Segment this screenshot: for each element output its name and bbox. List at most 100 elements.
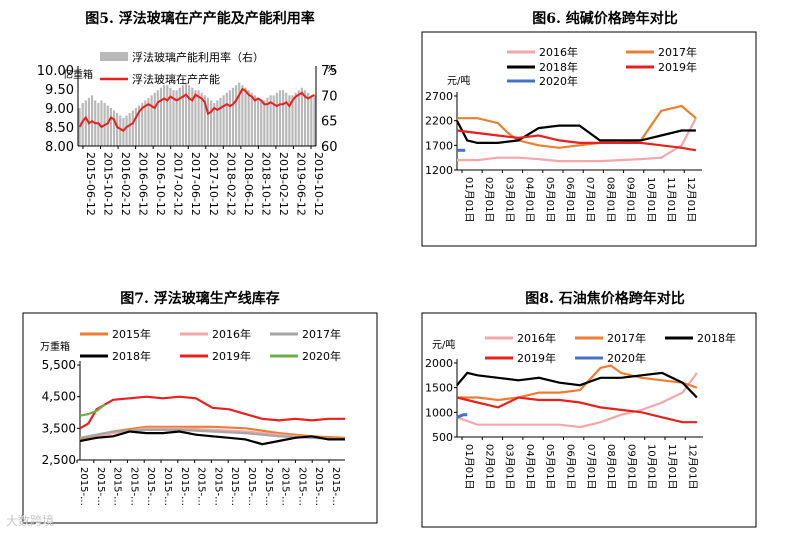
fig5-bar: [159, 87, 163, 146]
fig5-bar: [210, 100, 213, 146]
fig7-y-tick-label: 5,500: [42, 358, 76, 372]
fig8-x-tick-label: 10月01日: [646, 444, 658, 489]
fig8-x-tick-label: 01月01日: [463, 444, 475, 489]
fig5-bar: [206, 97, 210, 146]
fig5-bar: [297, 90, 300, 146]
fig7-x-tick-label: 2015-…: [280, 467, 291, 506]
fig5-bar: [222, 95, 225, 146]
fig7-x-tick-label: 2015-…: [179, 467, 190, 506]
fig5-bar: [200, 92, 203, 146]
fig5-left-unit-label: 亿重箱: [63, 68, 93, 81]
fig5-bar: [181, 85, 184, 146]
fig5-bar: [78, 108, 81, 146]
fig7-x-tick-label: 2015-…: [128, 467, 139, 506]
fig5-right-tick-label: 65: [321, 115, 338, 130]
fig6-y-unit-label: 元/吨: [447, 74, 470, 87]
fig8-series-2019年: [456, 396, 697, 424]
fig6-x-tick-label: 04月01日: [524, 177, 536, 222]
fig8-y-tick-label: 500: [432, 431, 453, 444]
fig7-legend-label: 2015年: [112, 327, 151, 341]
fig5-x-tick-label: 2017-06-12: [189, 152, 202, 216]
fig5-bar: [84, 100, 87, 146]
fig7-legend-label: 2018年: [112, 349, 151, 363]
fig5-bar: [112, 110, 116, 146]
fig5-bar: [169, 87, 172, 146]
fig5-x-tick-label: 2017-10-12: [207, 152, 220, 216]
fig5-bar: [263, 100, 266, 146]
fig8-y-tick-label: 1500: [425, 382, 453, 395]
fig6-y-tick-label: 1200: [425, 164, 453, 177]
fig5-bar: [100, 100, 103, 146]
fig8-x-tick-label: 11月01日: [666, 444, 678, 489]
fig8-series-2016年: [456, 372, 698, 429]
fig5-bar: [144, 100, 147, 146]
fig6-x-tick-label: 08月01日: [604, 177, 616, 222]
fig6-x-tick-label: 09月01日: [625, 177, 637, 222]
fig8-y-tick-label: 2000: [425, 357, 453, 370]
fig7-x-tick-label: 2015-…: [95, 467, 106, 506]
fig5-bar: [150, 95, 153, 146]
fig7-x-tick-label: 2015-…: [296, 467, 307, 506]
fig5-bar: [250, 92, 253, 146]
fig5-bar: [166, 85, 169, 146]
fig8-x-tick-label: 09月01日: [625, 444, 637, 489]
fig5-x-tick-label: 2018-02-12: [224, 152, 237, 216]
fig6-legend-label: 2019年: [658, 60, 697, 74]
fig5-bar: [137, 105, 141, 146]
fig6-y-tick-label: 1700: [425, 139, 453, 152]
fig7-title: 图7. 浮法玻璃生产线库存: [120, 291, 280, 307]
fig5-bar: [288, 95, 291, 146]
fig8-x-tick-label: 04月01日: [524, 444, 536, 489]
fig5-left-tick-label: 10.00: [37, 64, 74, 79]
fig5-bar: [122, 118, 125, 146]
fig5-bar: [109, 108, 112, 146]
fig5-bar: [253, 95, 257, 146]
fig5-right-unit-label: %: [326, 64, 336, 75]
fig6-legend-label: 2020年: [539, 74, 578, 88]
fig5-bar: [300, 87, 303, 146]
fig6-x-tick-label: 10月01日: [645, 177, 657, 222]
fig5-bar: [235, 85, 238, 146]
fig7-x-tick-label: 2015-…: [263, 467, 274, 506]
fig8-x-tick-label: 07月01日: [585, 444, 597, 489]
fig5-bar: [244, 87, 247, 146]
fig5-x-tick-label: 2016-02-12: [119, 152, 132, 216]
fig6-x-tick-label: 02月01日: [483, 177, 495, 222]
fig5-bar: [216, 100, 219, 146]
fig5-x-tick-label: 2018-10-12: [259, 152, 272, 216]
fig6-series-2018年: [456, 120, 696, 144]
fig6-frame: [421, 31, 757, 247]
fig5-bar: [175, 90, 178, 146]
fig5-bar: [197, 90, 200, 146]
fig8-x-tick-label: 08月01日: [605, 444, 617, 489]
fig7-legend-label: 2016年: [212, 327, 251, 341]
fig6-x-tick-label: 06月01日: [564, 177, 576, 222]
fig5-bar: [231, 87, 235, 146]
fig5-title: 图5. 浮法玻璃在产产能及产能利用率: [85, 11, 315, 27]
fig7-legend-label: 2019年: [212, 349, 251, 363]
fig7-y-unit-label: 万重箱: [40, 340, 70, 353]
watermark-text: 大数跨境: [6, 514, 55, 528]
fig5-bar: [285, 92, 288, 146]
fig5-x-tick-label: 2018-06-12: [242, 152, 255, 216]
fig6-x-tick-label: 03月01日: [503, 177, 515, 222]
fig5-x-tick-label: 2015-06-12: [84, 152, 97, 216]
fig7-x-tick-label: 2015-…: [196, 467, 207, 506]
fig6-series-2019年: [456, 129, 697, 152]
fig5-bar: [272, 95, 275, 146]
fig6-series-2016年: [457, 117, 697, 163]
fig5-bar: [81, 102, 84, 146]
fig8-legend-label: 2019年: [517, 351, 556, 365]
fig5-bar: [119, 115, 122, 146]
fig5-bar: [188, 85, 191, 146]
fig8-series-2018年: [456, 371, 698, 399]
fig5-bar: [282, 90, 285, 146]
fig7-x-tick-label: 2015-…: [246, 467, 257, 506]
fig5-bar: [219, 97, 222, 146]
fig8-x-tick-label: 06月01日: [565, 444, 577, 489]
fig8-y-unit-label: 元/吨: [432, 338, 455, 351]
fig5-bar: [266, 97, 269, 146]
fig6-x-tick-label: 07月01日: [584, 177, 596, 222]
fig5-x-tick-label: 2019-02-12: [277, 152, 290, 216]
fig5-bar: [238, 82, 241, 146]
